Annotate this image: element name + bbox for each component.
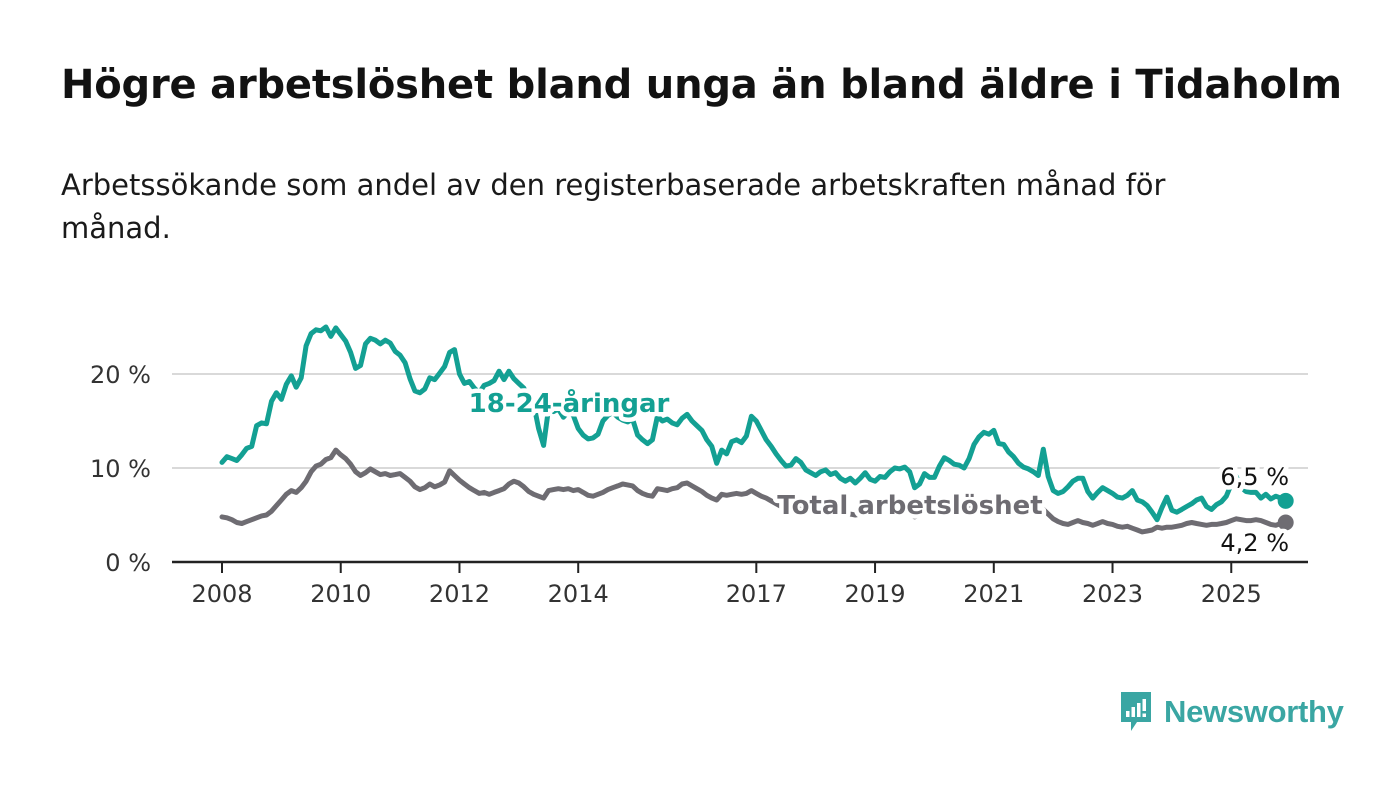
end-label-young-text: 6,5 % <box>1220 463 1289 491</box>
end-label-total-halo: 4,2 % <box>1220 529 1289 557</box>
x-tick-label: 2019 <box>845 580 906 608</box>
brand-name: Newsworthy <box>1164 694 1344 729</box>
x-axis: 2008 2010 2012 2014 2017 2019 2021 2023 2025 <box>172 560 1308 608</box>
x-tick-label: 2021 <box>963 580 1024 608</box>
series-label-total-text: Total arbetslöshet <box>777 491 1042 521</box>
end-label-total: 4,2 %4,2 % <box>1216 525 1294 562</box>
total-series-line <box>219 447 1289 535</box>
end-label-young-halo: 6,5 % <box>1220 463 1289 491</box>
x-tick-label: 2025 <box>1201 580 1262 608</box>
chart-title: Högre arbetslöshet bland unga än bland ä… <box>61 62 1342 108</box>
series-label-young-halo: 18-24-åringar <box>469 387 670 419</box>
x-tick-label: 2008 <box>191 580 252 608</box>
y-axis-tick-labels: 0 % 10 % 20 % <box>90 361 151 577</box>
newsworthy-brand: Newsworthy <box>1118 688 1344 736</box>
y-gridlines <box>172 373 1308 469</box>
x-tick-label: 2012 <box>429 580 490 608</box>
chart-subtitle: Arbetssökande som andel av den registerb… <box>61 168 1166 245</box>
series-lines <box>219 324 1294 535</box>
young-series-line <box>219 324 1289 523</box>
young-end-marker <box>1277 492 1294 509</box>
x-tick-label: 2014 <box>548 580 609 608</box>
y-tick-label: 10 % <box>90 455 151 483</box>
x-tick-label: 2010 <box>310 580 371 608</box>
x-tick-label: 2017 <box>726 580 787 608</box>
total-end-marker <box>1277 514 1294 531</box>
y-tick-label: 0 % <box>105 549 151 577</box>
series-label-total-halo: Total arbetslöshet <box>777 491 1042 521</box>
y-tick-label: 20 % <box>90 361 151 389</box>
end-label-total-text: 4,2 % <box>1220 529 1289 557</box>
end-label-young: 6,5 %6,5 % <box>1216 459 1294 496</box>
x-tick-label: 2023 <box>1082 580 1143 608</box>
newsworthy-logo-icon <box>1121 692 1151 731</box>
series-label-young-text: 18-24-åringar <box>469 387 670 419</box>
